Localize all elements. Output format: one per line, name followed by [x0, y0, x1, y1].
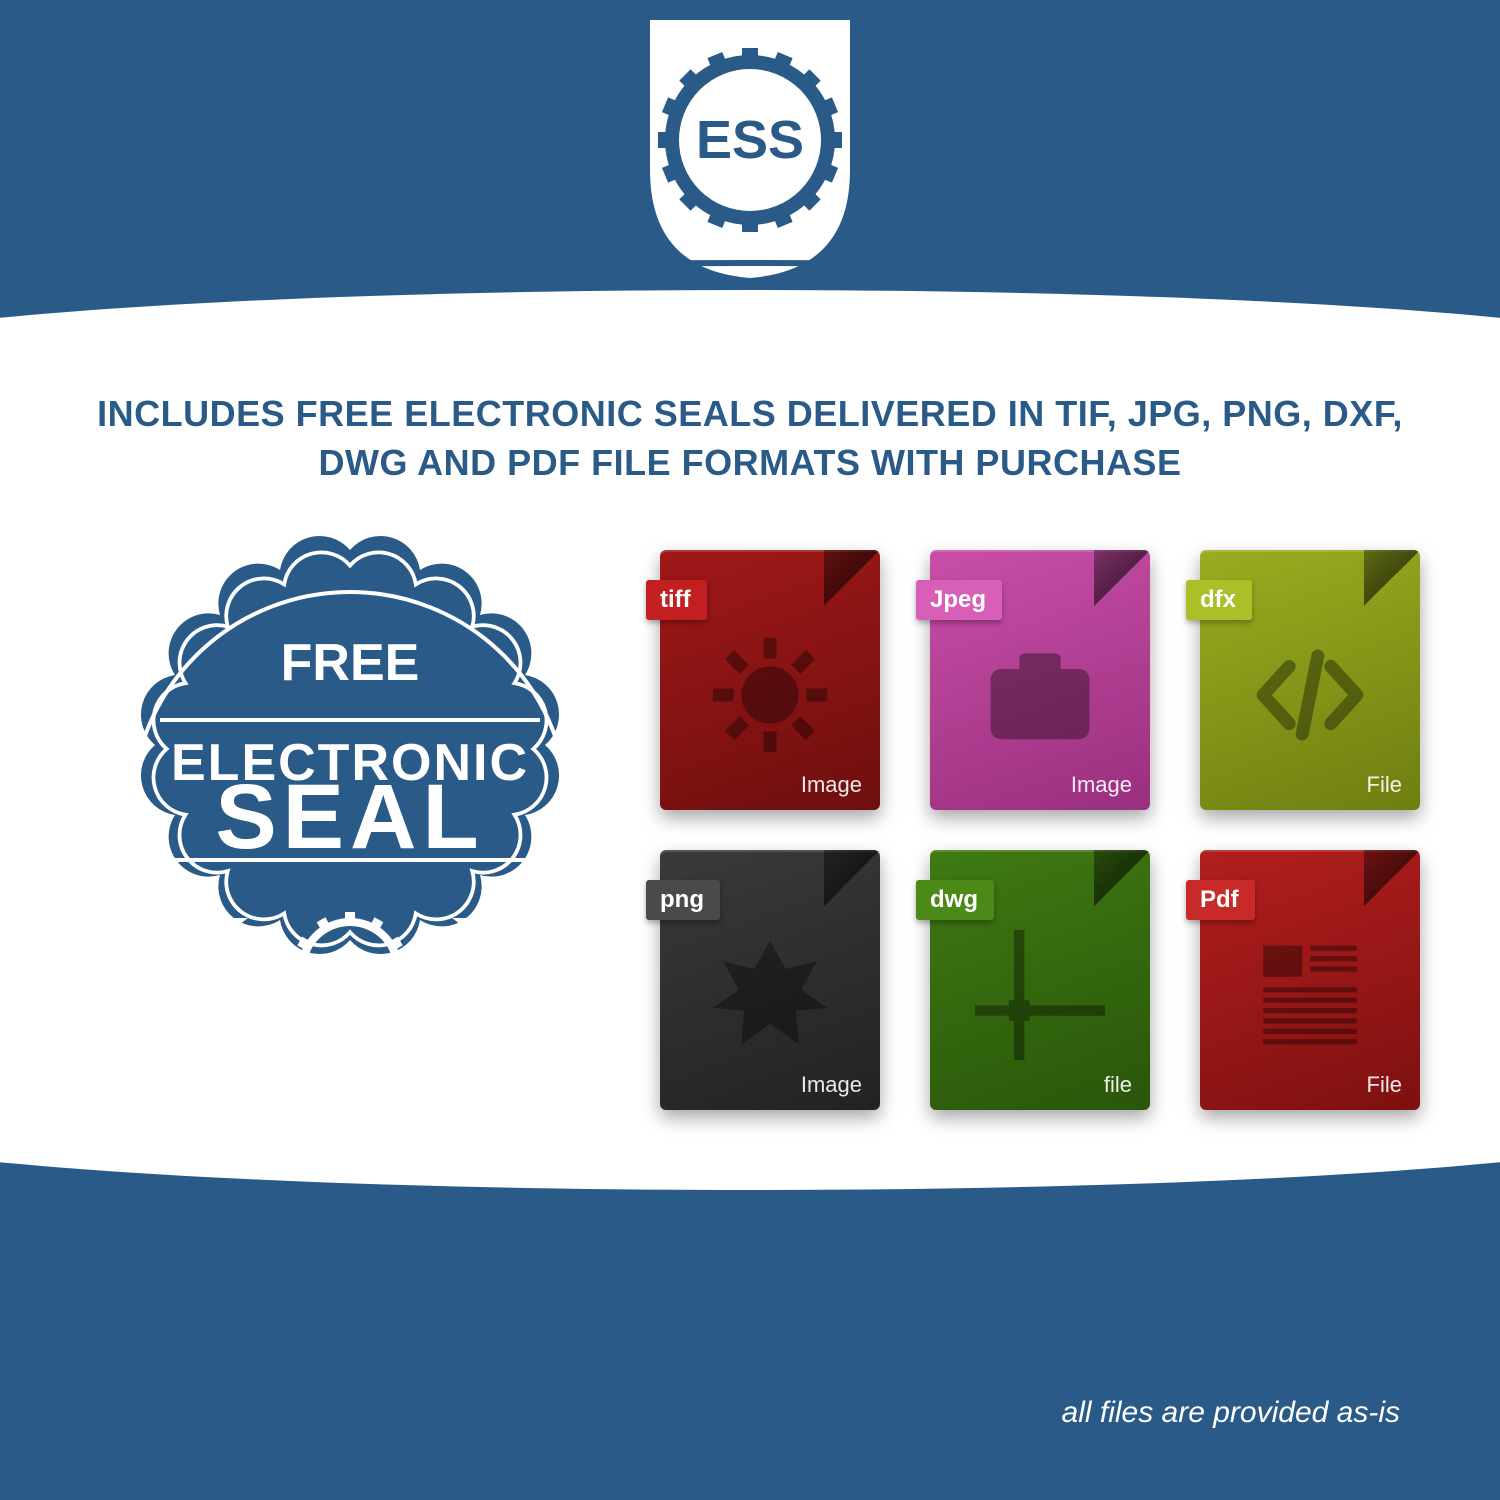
file-icon-tiff: tiffImage	[660, 550, 880, 810]
grid-icon	[975, 930, 1105, 1050]
seal-gear-text: ESS	[322, 955, 378, 986]
file-tab-label: png	[646, 880, 720, 920]
gear-icon	[705, 630, 835, 750]
ess-logo-shield: ESS	[640, 20, 860, 280]
seal-line3: SEAL	[215, 766, 484, 868]
burst-icon	[705, 930, 835, 1050]
file-footer-label: File	[1367, 772, 1402, 798]
file-tab-label: dfx	[1186, 580, 1252, 620]
file-tab-label: dwg	[916, 880, 994, 920]
file-tab-label: Pdf	[1186, 880, 1255, 920]
doc-icon	[1245, 930, 1375, 1050]
seal-line1: FREE	[281, 634, 420, 692]
file-tab-label: Jpeg	[916, 580, 1002, 620]
footer-note: all files are provided as-is	[1062, 1396, 1400, 1430]
file-icon-pdf: PdfFile	[1200, 850, 1420, 1110]
content-row: FREE ELECTRONIC SEAL	[70, 530, 1430, 1130]
code-icon	[1245, 630, 1375, 750]
free-electronic-seal-badge: FREE ELECTRONIC SEAL	[70, 530, 630, 1090]
file-icon-png: pngImage	[660, 850, 880, 1110]
file-format-grid: tiffImageJpegImagedfxFilepngImagedwgfile…	[660, 530, 1430, 1110]
file-footer-label: Image	[1071, 772, 1132, 798]
file-icon-dfx: dfxFile	[1200, 550, 1420, 810]
file-tab-label: tiff	[646, 580, 707, 620]
headline-text: INCLUDES FREE ELECTRONIC SEALS DELIVERED…	[80, 390, 1420, 487]
file-footer-label: file	[1104, 1072, 1132, 1098]
camera-icon	[975, 630, 1105, 750]
file-footer-label: File	[1367, 1072, 1402, 1098]
file-icon-jpeg: JpegImage	[930, 550, 1150, 810]
logo-text: ESS	[696, 110, 804, 170]
file-footer-label: Image	[801, 772, 862, 798]
file-footer-label: Image	[801, 1072, 862, 1098]
file-icon-dwg: dwgfile	[930, 850, 1150, 1110]
